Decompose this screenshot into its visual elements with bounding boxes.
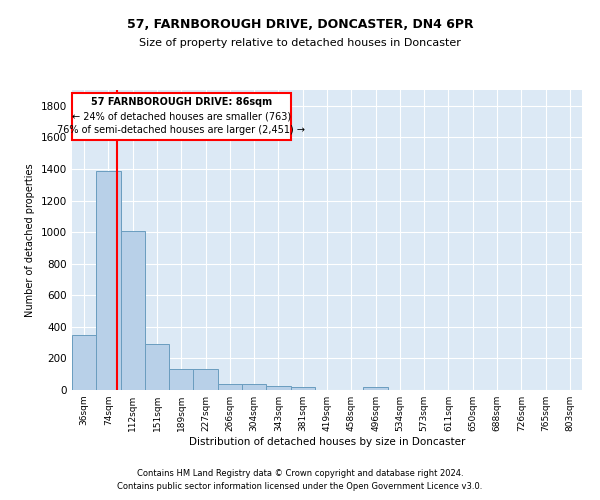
Text: Contains public sector information licensed under the Open Government Licence v3: Contains public sector information licen… — [118, 482, 482, 491]
Bar — [121, 230, 145, 390]
Bar — [193, 370, 218, 390]
Bar — [242, 384, 266, 390]
Text: 57, FARNBOROUGH DRIVE, DONCASTER, DN4 6PR: 57, FARNBOROUGH DRIVE, DONCASTER, DN4 6P… — [127, 18, 473, 30]
Text: Contains HM Land Registry data © Crown copyright and database right 2024.: Contains HM Land Registry data © Crown c… — [137, 468, 463, 477]
Bar — [145, 344, 169, 390]
Bar — [364, 387, 388, 390]
Bar — [290, 387, 315, 390]
Text: Size of property relative to detached houses in Doncaster: Size of property relative to detached ho… — [139, 38, 461, 48]
Bar — [169, 370, 193, 390]
Text: ← 24% of detached houses are smaller (763): ← 24% of detached houses are smaller (76… — [72, 112, 291, 122]
Y-axis label: Number of detached properties: Number of detached properties — [25, 163, 35, 317]
Bar — [96, 170, 121, 390]
Bar — [72, 334, 96, 390]
Bar — [218, 384, 242, 390]
Bar — [266, 386, 290, 390]
X-axis label: Distribution of detached houses by size in Doncaster: Distribution of detached houses by size … — [189, 437, 465, 447]
Text: 57 FARNBOROUGH DRIVE: 86sqm: 57 FARNBOROUGH DRIVE: 86sqm — [91, 98, 272, 108]
FancyBboxPatch shape — [72, 93, 290, 140]
Text: 76% of semi-detached houses are larger (2,451) →: 76% of semi-detached houses are larger (… — [57, 126, 305, 136]
